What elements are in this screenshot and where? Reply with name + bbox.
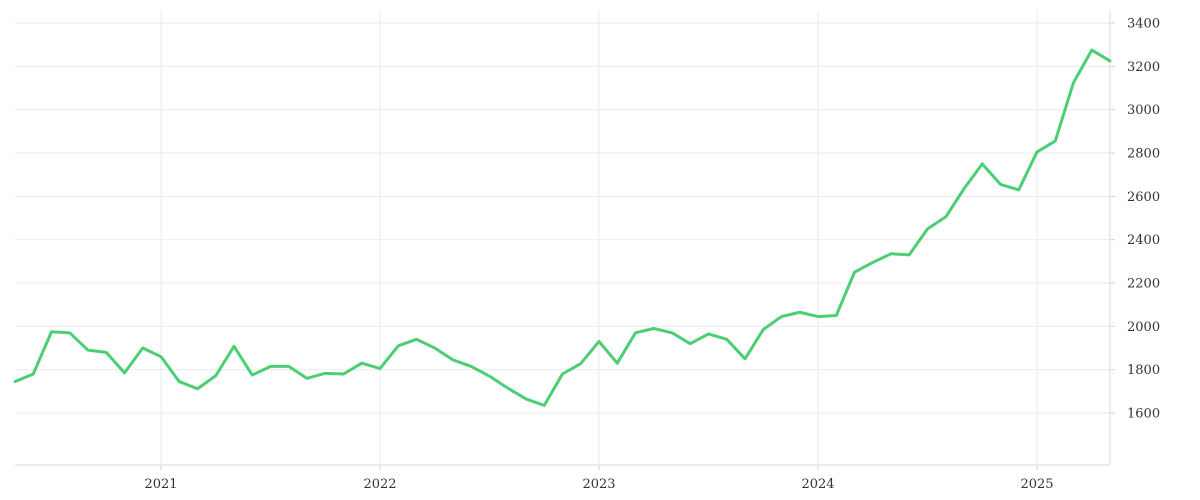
x-tick-label: 2022 [363,477,396,492]
y-tick-label: 2000 [1127,320,1160,335]
series-layer [13,48,1112,407]
y-tick-label: 3000 [1127,103,1160,118]
vertical-gridlines [160,10,1038,470]
x-tick-label: 2024 [801,477,834,492]
y-tick-label: 2200 [1127,277,1160,292]
y-axis-tick-labels: 1600 1800 2000 2200 2400 2600 2800 3000 3200 3400 [1127,17,1160,422]
x-tick-label: 2025 [1020,477,1053,492]
x-axis-tick-labels: 2021 2022 2023 2024 2025 [144,477,1053,492]
x-tick-label: 2021 [144,477,177,492]
series-line [13,48,1112,407]
y-tick-label: 3400 [1127,17,1160,32]
y-tick-label: 2800 [1127,147,1160,162]
horizontal-gridlines [15,22,1115,414]
y-tick-label: 1800 [1127,363,1160,378]
y-tick-label: 2400 [1127,233,1160,248]
y-tick-label: 3200 [1127,60,1160,75]
y-tick-label: 2600 [1127,190,1160,205]
x-tick-label: 2023 [582,477,615,492]
y-tick-label: 1600 [1127,407,1160,422]
